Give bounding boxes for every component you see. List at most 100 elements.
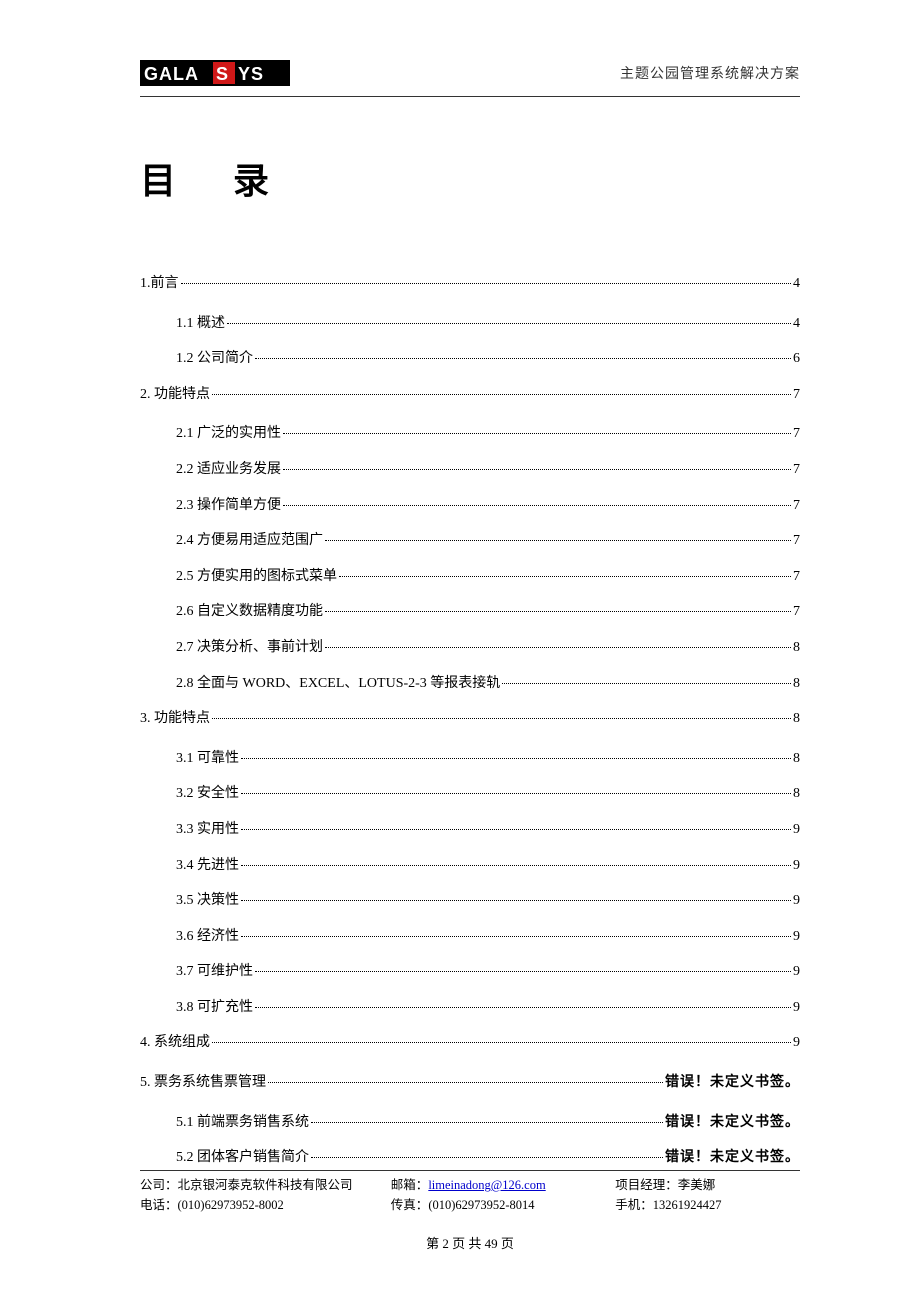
header-doc-title: 主题公园管理系统解决方案 xyxy=(620,63,800,83)
toc-entry[interactable]: 1.前言4 xyxy=(140,274,800,294)
toc-entry[interactable]: 1.2 公司简介6 xyxy=(140,349,800,369)
toc-entry-page: 错误！未定义书签。 xyxy=(665,1113,800,1133)
footer-col-mid: 邮箱：limeinadong@126.com 传真：(010)62973952-… xyxy=(391,1175,615,1215)
toc-entry-label: 3.7 可维护性 xyxy=(176,962,253,982)
toc-entry-page: 8 xyxy=(793,638,800,658)
toc-leader-dots xyxy=(241,793,791,794)
toc-entry-label: 2. 功能特点 xyxy=(140,385,210,405)
toc-entry[interactable]: 3.6 经济性9 xyxy=(140,927,800,947)
toc-entry-page: 4 xyxy=(793,314,800,334)
toc-leader-dots xyxy=(241,900,791,901)
toc-entry-page: 7 xyxy=(793,602,800,622)
toc-entry-page: 错误！未定义书签。 xyxy=(665,1148,800,1168)
footer-phone-label: 电话： xyxy=(140,1198,178,1212)
footer-email-link[interactable]: limeinadong@126.com xyxy=(428,1178,545,1192)
svg-text:S: S xyxy=(216,64,228,84)
toc-entry-page: 8 xyxy=(793,709,800,729)
toc-entry[interactable]: 2.6 自定义数据精度功能 7 xyxy=(140,602,800,622)
footer-mobile: 手机：13261924427 xyxy=(615,1195,800,1215)
toc-entry-label: 4. 系统组成 xyxy=(140,1033,210,1053)
toc-entry[interactable]: 2.1 广泛的实用性7 xyxy=(140,424,800,444)
page-title: 目 录 xyxy=(140,152,800,204)
toc-entry-label: 1.前言 xyxy=(140,274,179,294)
toc-entry[interactable]: 5.2 团体客户销售简介 错误！未定义书签。 xyxy=(140,1148,800,1168)
toc-entry[interactable]: 3.1 可靠性8 xyxy=(140,749,800,769)
footer-pm-label: 项目经理： xyxy=(615,1178,678,1192)
page-number: 第 2 页 共 49 页 xyxy=(140,1233,800,1252)
toc-entry-label: 3. 功能特点 xyxy=(140,709,210,729)
toc-entry-page: 9 xyxy=(793,998,800,1018)
toc-entry[interactable]: 2.3 操作简单方便 7 xyxy=(140,496,800,516)
toc-entry[interactable]: 2.2 适应业务发展 7 xyxy=(140,460,800,480)
toc-leader-dots xyxy=(255,971,791,972)
toc-entry[interactable]: 3. 功能特点 8 xyxy=(140,709,800,729)
toc-entry[interactable]: 3.7 可维护性 9 xyxy=(140,962,800,982)
footer-col-right: 项目经理：李美娜 手机：13261924427 xyxy=(615,1175,800,1215)
toc-leader-dots xyxy=(311,1157,663,1158)
svg-text:YS: YS xyxy=(238,64,264,84)
footer-pm: 项目经理：李美娜 xyxy=(615,1175,800,1195)
toc-entry-label: 3.4 先进性 xyxy=(176,856,239,876)
toc-entry[interactable]: 5. 票务系统售票管理 错误！未定义书签。 xyxy=(140,1073,800,1093)
toc-entry-label: 2.6 自定义数据精度功能 xyxy=(176,602,323,622)
toc-entry[interactable]: 3.8 可扩充性 9 xyxy=(140,998,800,1018)
footer-fax-value: (010)62973952-8014 xyxy=(428,1198,534,1212)
toc-leader-dots xyxy=(255,358,791,359)
footer-company-label: 公司： xyxy=(140,1178,178,1192)
toc-entry[interactable]: 3.4 先进性9 xyxy=(140,856,800,876)
toc-entry-page: 7 xyxy=(793,460,800,480)
toc-entry-label: 1.1 概述 xyxy=(176,314,225,334)
toc-entry-page: 9 xyxy=(793,891,800,911)
toc-entry-page: 7 xyxy=(793,385,800,405)
footer-phone: 电话：(010)62973952-8002 xyxy=(140,1195,391,1215)
toc-entry[interactable]: 3.3 实用性9 xyxy=(140,820,800,840)
footer-mobile-value: 13261924427 xyxy=(653,1198,722,1212)
toc-entry-label: 2.4 方便易用适应范围广 xyxy=(176,531,323,551)
toc-entry-page: 6 xyxy=(793,349,800,369)
svg-text:GALA: GALA xyxy=(144,64,199,84)
toc-entry-page: 9 xyxy=(793,927,800,947)
page-footer: 公司：北京银河泰克软件科技有限公司 电话：(010)62973952-8002 … xyxy=(140,1170,800,1252)
toc-entry[interactable]: 2.8 全面与 WORD、EXCEL、LOTUS-2-3 等报表接轨8 xyxy=(140,674,800,694)
page-header: GALA S YS 主题公园管理系统解决方案 xyxy=(140,60,800,86)
toc-leader-dots xyxy=(227,323,791,324)
footer-col-left: 公司：北京银河泰克软件科技有限公司 电话：(010)62973952-8002 xyxy=(140,1175,391,1215)
toc-entry-label: 3.8 可扩充性 xyxy=(176,998,253,1018)
footer-pm-value: 李美娜 xyxy=(678,1178,716,1192)
footer-fax: 传真：(010)62973952-8014 xyxy=(391,1195,615,1215)
toc-leader-dots xyxy=(339,576,791,577)
toc-entry[interactable]: 2.7 决策分析、事前计划8 xyxy=(140,638,800,658)
toc-entry[interactable]: 3.5 决策性9 xyxy=(140,891,800,911)
toc-entry[interactable]: 2. 功能特点 7 xyxy=(140,385,800,405)
toc-entry-page: 8 xyxy=(793,749,800,769)
toc-entry-page: 8 xyxy=(793,784,800,804)
toc-leader-dots xyxy=(311,1122,663,1123)
toc-leader-dots xyxy=(283,433,791,434)
toc-entry-page: 9 xyxy=(793,820,800,840)
footer-mobile-label: 手机： xyxy=(615,1198,653,1212)
toc-entry[interactable]: 4. 系统组成 9 xyxy=(140,1033,800,1053)
toc-entry-label: 2.3 操作简单方便 xyxy=(176,496,281,516)
toc-entry-page: 7 xyxy=(793,496,800,516)
toc-entry[interactable]: 1.1 概述 4 xyxy=(140,314,800,334)
toc-entry[interactable]: 2.5 方便实用的图标式菜单7 xyxy=(140,567,800,587)
toc-entry-page: 9 xyxy=(793,1033,800,1053)
toc-entry-label: 2.2 适应业务发展 xyxy=(176,460,281,480)
toc-leader-dots xyxy=(325,611,791,612)
toc-leader-dots xyxy=(241,758,791,759)
toc-entry-label: 2.8 全面与 WORD、EXCEL、LOTUS-2-3 等报表接轨 xyxy=(176,674,500,694)
company-logo: GALA S YS xyxy=(140,60,290,86)
toc-entry-page: 7 xyxy=(793,424,800,444)
table-of-contents: 1.前言41.1 概述41.2 公司简介62. 功能特点72.1 广泛的实用性7… xyxy=(140,274,800,1168)
toc-leader-dots xyxy=(212,1042,791,1043)
toc-leader-dots xyxy=(212,394,791,395)
toc-entry[interactable]: 3.2 安全性8 xyxy=(140,784,800,804)
toc-entry-page: 9 xyxy=(793,962,800,982)
toc-entry-page: 7 xyxy=(793,531,800,551)
footer-company: 公司：北京银河泰克软件科技有限公司 xyxy=(140,1175,391,1195)
footer-divider xyxy=(140,1170,800,1171)
toc-entry[interactable]: 2.4 方便易用适应范围广 7 xyxy=(140,531,800,551)
toc-entry[interactable]: 5.1 前端票务销售系统 错误！未定义书签。 xyxy=(140,1113,800,1133)
toc-leader-dots xyxy=(268,1082,663,1083)
toc-entry-label: 2.5 方便实用的图标式菜单 xyxy=(176,567,337,587)
